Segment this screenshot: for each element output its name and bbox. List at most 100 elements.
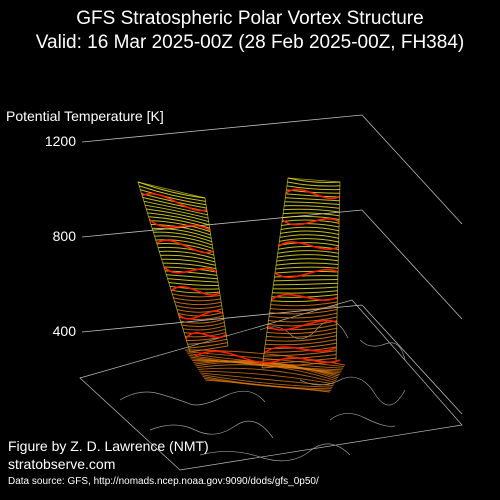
surface-contour [187,338,228,345]
theta-contour [141,192,208,212]
coastline-segment [359,339,406,361]
theta-contour [270,293,338,301]
z-gridline-800 [81,209,463,320]
z-tick-label: 1200 [44,133,76,149]
surface-contour [160,254,216,263]
surface-contour [185,332,227,338]
surface-contour [176,308,223,313]
surface-contour [265,335,337,342]
surface-contour [270,305,338,311]
surface-contour [287,181,340,187]
surface-contour [277,250,339,254]
author-credit: Figure by Z. D. Lawrence (NMT) [8,438,209,454]
surface-contour [266,331,337,338]
surface-contour [280,230,339,235]
surface-contour [278,242,339,247]
surface-contour [172,293,221,298]
surface-contour [181,321,225,328]
base-contour [201,374,333,388]
coastline-map [79,299,463,471]
surface-contour [143,200,208,216]
vortex-lobe-left [137,181,229,353]
coastline-segment [329,413,396,427]
surface-contour [171,289,220,294]
surface-contour [153,231,212,243]
base-contour [192,360,340,375]
surface-contour [277,254,339,258]
surface-contour [285,197,340,202]
surface-contour [272,290,338,294]
surface-contour [145,204,209,219]
theta-contour [281,217,340,226]
base-contour [190,358,341,374]
surface-contour [265,339,337,346]
data-source: Data source: GFS, http://nomads.ncep.noa… [8,476,319,487]
base-contour [197,367,336,383]
surface-contour [158,246,215,256]
surface-contour [189,345,229,353]
surface-contour [268,312,338,319]
surface-contour [180,318,224,324]
surface-contour [182,325,226,331]
coastline-segment [149,420,274,439]
surface-contour [274,270,339,274]
surface-contour [139,185,206,202]
surface-contour [273,279,338,282]
vortex-base [184,349,346,393]
surface-contour [269,309,338,315]
site-credit: stratobserve.com [8,456,116,472]
surface-contour [173,297,221,302]
theta-contour [170,285,221,296]
surface-contour [280,226,340,232]
base-contour [203,377,331,391]
z-gridline-1200 [81,114,463,225]
base-contour [204,379,331,393]
base-contour [200,372,334,387]
surface-contour [274,275,338,278]
surface-contour [166,274,218,280]
theta-contour [267,319,338,331]
surface-contour [159,250,215,260]
theta-contour [274,268,339,279]
z-gridline-400 [81,304,463,415]
vortex-isosurface [137,177,346,393]
surface-contour [273,282,338,286]
surface-contour [283,212,340,217]
surface-contour [281,223,340,228]
surface-contour [276,262,339,266]
z-tick-label: 400 [52,323,76,339]
surface-contour [276,258,339,262]
surface-contour [279,234,339,239]
theta-contour [263,346,337,354]
surface-contour [266,327,337,335]
surface-contour [168,281,219,286]
surface-contour [174,301,222,306]
coastline-segment [299,376,406,406]
surface-contour [284,205,340,209]
surface-contour [167,278,219,283]
surface-contour [146,208,209,223]
surface-contour [270,301,338,307]
surface-contour [156,243,214,253]
surface-contour [263,350,337,357]
surface-contour [175,305,222,309]
surface-contour [286,185,340,191]
surface-contour [264,346,337,353]
theta-contour [278,241,339,250]
coastline-segment [119,390,266,406]
surface-contour [149,220,211,233]
surface-contour [163,266,217,273]
theta-contour [285,188,341,200]
lobe-outline [137,181,229,353]
surface-contour [154,235,213,246]
surface-contour [287,177,341,183]
surface-contour [137,181,206,199]
theta-contour [163,266,217,274]
z-axis-label: Potential Temperature [K] [6,108,164,124]
axis-grid [81,114,463,415]
surface-contour [272,286,338,290]
surface-contour [284,201,340,205]
surface-contour [155,239,214,249]
chart-title: GFS Stratospheric Polar Vortex Structure [76,8,424,29]
surface-contour [275,266,339,270]
